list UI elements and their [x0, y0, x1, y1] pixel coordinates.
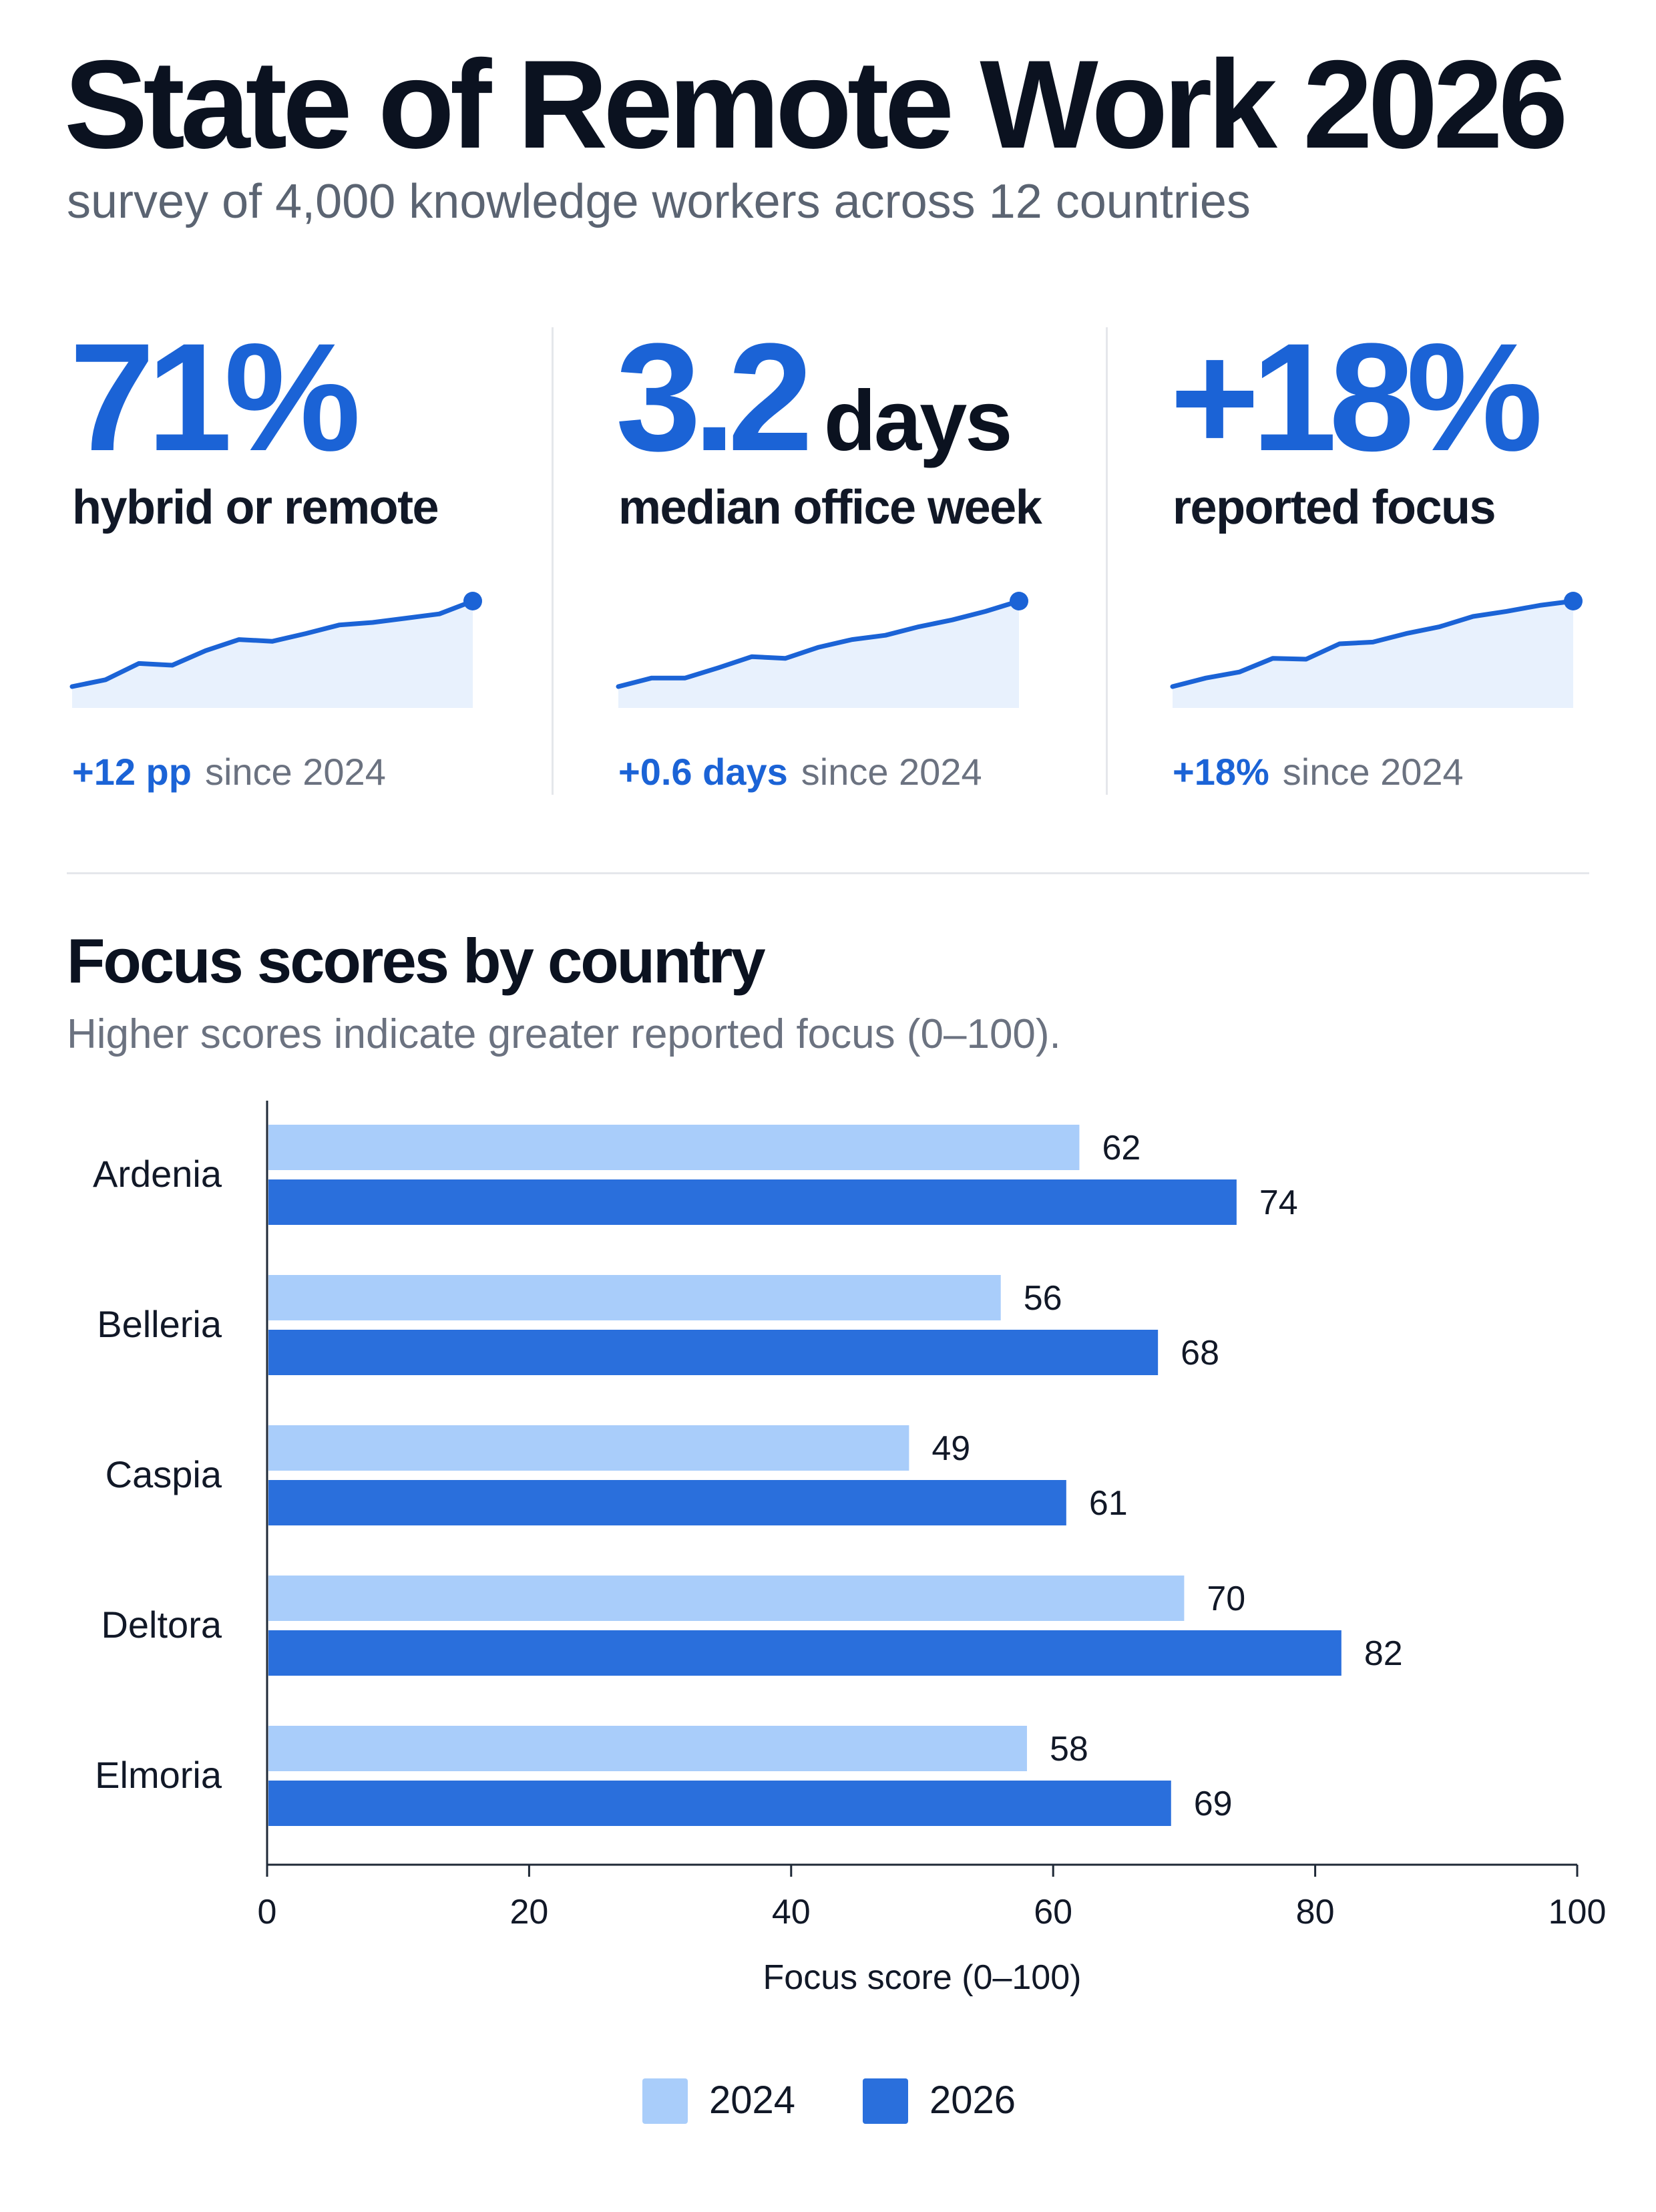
bar-chart: 0 20 40 60 80 100 Focus score (0–100) Ardenia 62… [93, 1101, 1607, 1997]
kpi-sparkline [69, 592, 482, 708]
kpi-since: since 2024 [1282, 751, 1464, 793]
kpi-value: 71% [69, 311, 361, 483]
sparkline-endpoint [463, 592, 482, 610]
kpi-since: since 2024 [801, 751, 982, 793]
legend-label-2024: 2024 [709, 2078, 796, 2122]
legend-swatch-2024 [642, 2078, 688, 2124]
kpi-label: reported focus [1173, 481, 1496, 534]
data-label: 61 [1089, 1484, 1128, 1523]
kpi-change: +12 pp since 2024 [72, 753, 386, 791]
category-label: Belleria [97, 1303, 222, 1345]
x-tick-label: 0 [258, 1893, 277, 1931]
kpi-label: median office week [618, 481, 1042, 534]
legend-label-2026: 2026 [929, 2078, 1016, 2122]
data-label: 58 [1050, 1730, 1088, 1769]
x-axis-title: Focus score (0–100) [763, 1958, 1082, 1997]
kpi-card-office-week: 3.2 days median office week +0.6 days sinc… [616, 321, 1043, 801]
bar-2026-deltora [268, 1630, 1341, 1676]
section-divider [67, 872, 1589, 874]
kpi-card-hybrid: 71% hybrid or remote +12 pp since 2024 [69, 321, 497, 801]
x-tick-label: 100 [1548, 1893, 1607, 1931]
page-subtitle: survey of 4,000 knowledge workers across… [67, 175, 1251, 228]
data-label: 74 [1259, 1183, 1298, 1222]
kpi-delta: +12 pp [72, 751, 192, 793]
x-tick-label: 80 [1296, 1893, 1335, 1931]
chart-legend: 2024 2026 [0, 2077, 1656, 2131]
kpi-row: 71% hybrid or remote +12 pp since 2024 3.… [0, 321, 1656, 815]
data-label: 68 [1181, 1334, 1219, 1372]
sparkline-line [616, 598, 1022, 689]
kpi-divider [1106, 327, 1108, 795]
bar-2024-caspia [268, 1425, 909, 1471]
kpi-value: +18% [1170, 311, 1543, 483]
data-label: 62 [1102, 1129, 1141, 1167]
kpi-sparkline [1170, 592, 1583, 708]
bar-2026-ardenia [268, 1179, 1237, 1225]
x-tick-label: 40 [772, 1893, 811, 1931]
kpi-unit: days [823, 373, 1013, 469]
kpi-card-focus: +18% reported focus +18% since 2024 [1170, 321, 1597, 801]
data-label: 69 [1194, 1785, 1233, 1823]
kpi-label: hybrid or remote [72, 481, 439, 534]
data-label: 82 [1364, 1634, 1403, 1673]
sparkline-endpoint [1564, 592, 1583, 610]
category-label: Elmoria [95, 1754, 222, 1796]
sparkline-area [72, 601, 473, 708]
sparkline-area [1173, 601, 1573, 708]
x-tick-label: 20 [509, 1893, 548, 1931]
chart-title: Focus scores by country [67, 926, 766, 996]
data-label: 56 [1024, 1279, 1062, 1318]
bar-2026-caspia [268, 1480, 1066, 1525]
bar-2026-belleria [268, 1330, 1159, 1375]
category-label: Deltora [101, 1604, 222, 1646]
kpi-since: since 2024 [204, 751, 386, 793]
x-tick-label: 60 [1034, 1893, 1072, 1931]
data-label: 49 [932, 1429, 970, 1468]
sparkline-line [69, 598, 475, 689]
sparkline-line [1170, 598, 1576, 689]
bar-2024-belleria [268, 1275, 1001, 1320]
chart-subtitle: Higher scores indicate greater reported … [67, 1011, 1061, 1057]
kpi-delta: +0.6 days [618, 751, 788, 793]
kpi-sparkline [616, 592, 1028, 708]
bar-2024-ardenia [268, 1125, 1080, 1170]
legend-swatch-2026 [863, 2078, 908, 2124]
bar-2026-elmoria [268, 1781, 1171, 1826]
category-label: Caspia [106, 1453, 222, 1495]
category-label: Ardenia [93, 1153, 222, 1195]
sparkline-endpoint [1010, 592, 1028, 610]
kpi-delta: +18% [1173, 751, 1269, 793]
page-title: State of Remote Work 2026 [64, 34, 1568, 174]
data-label: 70 [1207, 1580, 1245, 1618]
bar-2024-deltora [268, 1576, 1185, 1621]
kpi-divider [552, 327, 554, 795]
kpi-value: 3.2 [616, 311, 813, 483]
bar-2024-elmoria [268, 1726, 1027, 1771]
kpi-change: +18% since 2024 [1173, 753, 1464, 791]
kpi-change: +0.6 days since 2024 [618, 753, 982, 791]
